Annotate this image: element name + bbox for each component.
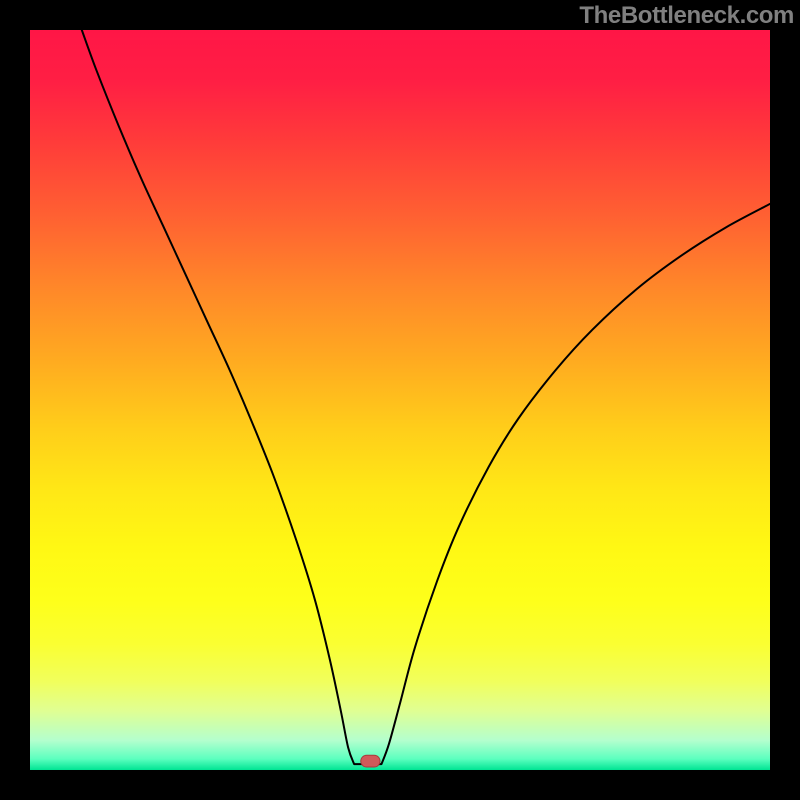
- watermark-text: TheBottleneck.com: [579, 2, 794, 30]
- plot-background: [30, 30, 770, 770]
- optimal-marker: [361, 755, 380, 767]
- chart-container: TheBottleneck.com: [0, 0, 800, 800]
- chart-svg: [0, 0, 800, 800]
